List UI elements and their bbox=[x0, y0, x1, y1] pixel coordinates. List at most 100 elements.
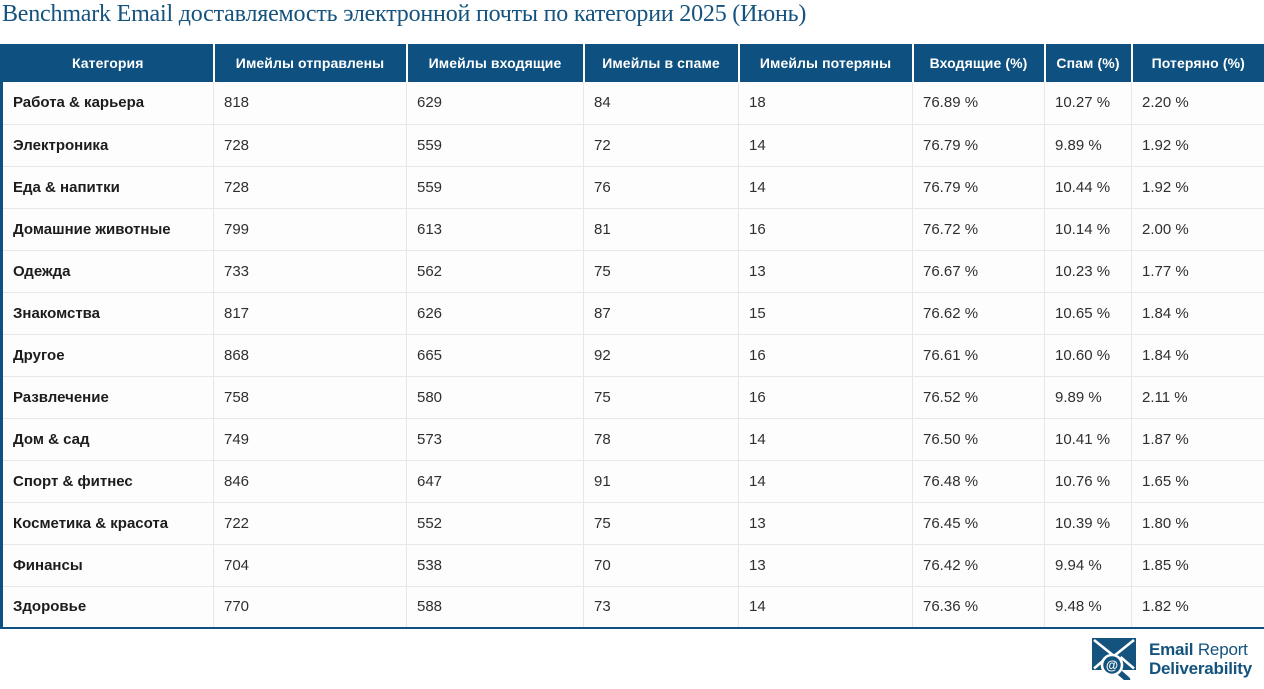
emails-sent-cell: 758 bbox=[213, 375, 407, 418]
spam-pct-cell: 10.41 % bbox=[1044, 417, 1132, 460]
emails-spam-cell: 91 bbox=[583, 459, 739, 502]
spam-pct-cell: 10.65 % bbox=[1044, 291, 1132, 334]
table-row: Дом & сад 749 573 78 14 76.50 % 10.41 % … bbox=[1, 417, 1264, 460]
emails-inbox-cell: 629 bbox=[406, 82, 584, 124]
inbox-pct-cell: 76.62 % bbox=[912, 291, 1045, 334]
lost-pct-cell: 2.11 % bbox=[1131, 375, 1264, 418]
emails-sent-cell: 818 bbox=[213, 82, 407, 124]
emails-lost-cell: 14 bbox=[738, 585, 913, 628]
table-row: Работа & карьера 818 629 84 18 76.89 % 1… bbox=[1, 82, 1264, 124]
lost-pct-cell: 1.80 % bbox=[1131, 501, 1264, 544]
table-body: Работа & карьера 818 629 84 18 76.89 % 1… bbox=[1, 82, 1264, 628]
table-row: Развлечение 758 580 75 16 76.52 % 9.89 %… bbox=[1, 375, 1264, 418]
category-cell: Спорт & фитнес bbox=[1, 459, 214, 502]
emails-inbox-cell: 538 bbox=[406, 543, 584, 586]
emails-inbox-cell: 588 bbox=[406, 585, 584, 628]
table-row: Одежда 733 562 75 13 76.67 % 10.23 % 1.7… bbox=[1, 249, 1264, 292]
lost-pct-cell: 1.77 % bbox=[1131, 249, 1264, 292]
emails-lost-cell: 14 bbox=[738, 165, 913, 208]
emails-spam-cell: 84 bbox=[583, 82, 739, 124]
table-row: Еда & напитки 728 559 76 14 76.79 % 10.4… bbox=[1, 165, 1264, 208]
emails-sent-cell: 749 bbox=[213, 417, 407, 460]
category-cell: Еда & напитки bbox=[1, 165, 214, 208]
table-row: Другое 868 665 92 16 76.61 % 10.60 % 1.8… bbox=[1, 333, 1264, 376]
emails-lost-cell: 14 bbox=[738, 417, 913, 460]
table-row: Знакомства 817 626 87 15 76.62 % 10.65 %… bbox=[1, 291, 1264, 334]
deliverability-table: Категория Имейлы отправлены Имейлы входя… bbox=[0, 44, 1264, 629]
emails-lost-cell: 16 bbox=[738, 375, 913, 418]
inbox-pct-cell: 76.50 % bbox=[912, 417, 1045, 460]
inbox-pct-cell: 76.89 % bbox=[912, 82, 1045, 124]
emails-spam-cell: 92 bbox=[583, 333, 739, 376]
header-category: Категория bbox=[1, 44, 215, 82]
inbox-pct-cell: 76.72 % bbox=[912, 207, 1045, 250]
lost-pct-cell: 1.84 % bbox=[1131, 333, 1264, 376]
brand-line2: Deliverability bbox=[1148, 659, 1252, 678]
table-header-row: Категория Имейлы отправлены Имейлы входя… bbox=[1, 44, 1264, 82]
lost-pct-cell: 1.85 % bbox=[1131, 543, 1264, 586]
emails-sent-cell: 728 bbox=[213, 165, 407, 208]
emails-lost-cell: 16 bbox=[738, 207, 913, 250]
category-cell: Знакомства bbox=[1, 291, 214, 334]
spam-pct-cell: 10.60 % bbox=[1044, 333, 1132, 376]
category-cell: Дом & сад bbox=[1, 417, 214, 460]
category-cell: Домашние животные bbox=[1, 207, 214, 250]
emails-lost-cell: 13 bbox=[738, 249, 913, 292]
inbox-pct-cell: 76.52 % bbox=[912, 375, 1045, 418]
emails-spam-cell: 75 bbox=[583, 249, 739, 292]
spam-pct-cell: 10.39 % bbox=[1044, 501, 1132, 544]
page-title: Benchmark Email доставляемость электронн… bbox=[2, 1, 807, 27]
inbox-pct-cell: 76.45 % bbox=[912, 501, 1045, 544]
emails-lost-cell: 13 bbox=[738, 501, 913, 544]
lost-pct-cell: 1.87 % bbox=[1131, 417, 1264, 460]
emails-spam-cell: 78 bbox=[583, 417, 739, 460]
inbox-pct-cell: 76.48 % bbox=[912, 459, 1045, 502]
emails-inbox-cell: 562 bbox=[406, 249, 584, 292]
category-cell: Электроника bbox=[1, 123, 214, 166]
category-cell: Финансы bbox=[1, 543, 214, 586]
spam-pct-cell: 10.44 % bbox=[1044, 165, 1132, 208]
emails-lost-cell: 18 bbox=[738, 82, 913, 124]
lost-pct-cell: 1.92 % bbox=[1131, 165, 1264, 208]
lost-pct-cell: 2.00 % bbox=[1131, 207, 1264, 250]
emails-spam-cell: 75 bbox=[583, 375, 739, 418]
emails-sent-cell: 728 bbox=[213, 123, 407, 166]
emails-sent-cell: 770 bbox=[213, 585, 407, 628]
spam-pct-cell: 9.48 % bbox=[1044, 585, 1132, 628]
emails-inbox-cell: 626 bbox=[406, 291, 584, 334]
inbox-pct-cell: 76.79 % bbox=[912, 123, 1045, 166]
inbox-pct-cell: 76.61 % bbox=[912, 333, 1045, 376]
table-row: Здоровье 770 588 73 14 76.36 % 9.48 % 1.… bbox=[1, 585, 1264, 628]
inbox-pct-cell: 76.67 % bbox=[912, 249, 1045, 292]
emails-lost-cell: 16 bbox=[738, 333, 913, 376]
table-row: Электроника 728 559 72 14 76.79 % 9.89 %… bbox=[1, 123, 1264, 166]
emails-inbox-cell: 613 bbox=[406, 207, 584, 250]
emails-spam-cell: 72 bbox=[583, 123, 739, 166]
inbox-pct-cell: 76.79 % bbox=[912, 165, 1045, 208]
table-row: Домашние животные 799 613 81 16 76.72 % … bbox=[1, 207, 1264, 250]
emails-sent-cell: 704 bbox=[213, 543, 407, 586]
emails-sent-cell: 817 bbox=[213, 291, 407, 334]
spam-pct-cell: 10.27 % bbox=[1044, 82, 1132, 124]
spam-pct-cell: 9.89 % bbox=[1044, 123, 1132, 166]
table-header: Категория Имейлы отправлены Имейлы входя… bbox=[1, 44, 1264, 82]
emails-lost-cell: 14 bbox=[738, 123, 913, 166]
table-row: Спорт & фитнес 846 647 91 14 76.48 % 10.… bbox=[1, 459, 1264, 502]
lost-pct-cell: 1.65 % bbox=[1131, 459, 1264, 502]
category-cell: Косметика & красота bbox=[1, 501, 214, 544]
emails-sent-cell: 722 bbox=[213, 501, 407, 544]
header-emails-inbox: Имейлы входящие bbox=[406, 44, 585, 82]
table-row: Косметика & красота 722 552 75 13 76.45 … bbox=[1, 501, 1264, 544]
emails-spam-cell: 76 bbox=[583, 165, 739, 208]
emails-sent-cell: 733 bbox=[213, 249, 407, 292]
emails-spam-cell: 70 bbox=[583, 543, 739, 586]
email-magnifier-icon: @ bbox=[1091, 638, 1136, 680]
emails-spam-cell: 81 bbox=[583, 207, 739, 250]
at-glyph: @ bbox=[1106, 659, 1118, 673]
category-cell: Другое bbox=[1, 333, 214, 376]
emails-inbox-cell: 580 bbox=[406, 375, 584, 418]
emails-spam-cell: 73 bbox=[583, 585, 739, 628]
emails-inbox-cell: 559 bbox=[406, 123, 584, 166]
emails-inbox-cell: 647 bbox=[406, 459, 584, 502]
category-cell: Развлечение bbox=[1, 375, 214, 418]
